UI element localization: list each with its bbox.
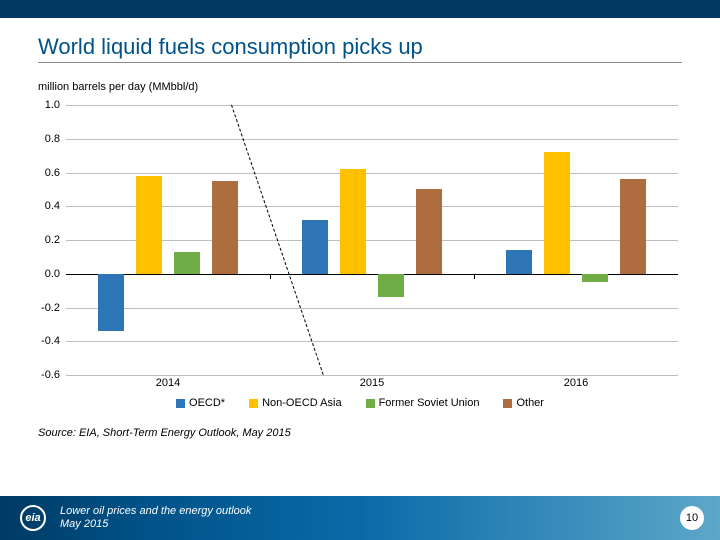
gridline bbox=[66, 105, 678, 106]
bar bbox=[98, 274, 124, 331]
legend: OECD* Non-OECD Asia Former Soviet Union Oth… bbox=[38, 397, 682, 409]
gridline bbox=[66, 308, 678, 309]
bar bbox=[136, 176, 162, 274]
y-tick-label: 1.0 bbox=[45, 99, 60, 111]
footer-line1: Lower oil prices and the energy outlook bbox=[60, 505, 251, 517]
y-tick-label: -0.4 bbox=[41, 335, 60, 347]
legend-item: OECD* bbox=[176, 397, 225, 409]
page-title: World liquid fuels consumption picks up bbox=[38, 34, 682, 60]
bar bbox=[174, 252, 200, 274]
y-tick-label: 0.0 bbox=[45, 268, 60, 280]
legend-item: Other bbox=[503, 397, 544, 409]
legend-label: Other bbox=[516, 397, 544, 409]
legend-label: OECD* bbox=[189, 397, 225, 409]
title-underline bbox=[38, 62, 682, 63]
legend-label: Former Soviet Union bbox=[379, 397, 480, 409]
x-category-label: 2016 bbox=[564, 377, 588, 389]
y-tick-label: 0.4 bbox=[45, 200, 60, 212]
footer-line2: May 2015 bbox=[60, 518, 108, 530]
legend-item: Former Soviet Union bbox=[366, 397, 480, 409]
gridline bbox=[66, 341, 678, 342]
bar bbox=[340, 169, 366, 274]
eia-logo: eia bbox=[20, 505, 46, 531]
plot-area bbox=[66, 105, 678, 375]
bar bbox=[212, 181, 238, 274]
gridline bbox=[66, 139, 678, 140]
bar bbox=[544, 152, 570, 274]
x-category-label: 2015 bbox=[360, 377, 384, 389]
legend-swatch bbox=[249, 399, 258, 408]
bar bbox=[506, 250, 532, 274]
y-tick-label: 0.8 bbox=[45, 133, 60, 145]
y-tick-label: -0.2 bbox=[41, 302, 60, 314]
y-tick-label: 0.6 bbox=[45, 167, 60, 179]
footer-text: Lower oil prices and the energy outlook … bbox=[60, 505, 251, 531]
chart: 1.00.80.60.40.20.0-0.2-0.4-0.6 bbox=[38, 105, 678, 375]
bar bbox=[582, 274, 608, 282]
x-axis-labels: 2014 2015 2016 bbox=[38, 375, 678, 393]
y-axis-subtitle: million barrels per day (MMbbl/d) bbox=[38, 81, 682, 93]
eia-logo-circle: eia bbox=[20, 505, 46, 531]
x-tick bbox=[474, 274, 475, 279]
y-axis-labels: 1.00.80.60.40.20.0-0.2-0.4-0.6 bbox=[26, 105, 60, 375]
x-tick bbox=[270, 274, 271, 279]
page-number: 10 bbox=[680, 506, 704, 530]
bar bbox=[620, 179, 646, 274]
legend-label: Non-OECD Asia bbox=[262, 397, 341, 409]
header-bar bbox=[0, 0, 720, 18]
x-category-label: 2014 bbox=[156, 377, 180, 389]
bar bbox=[378, 274, 404, 298]
gridline bbox=[66, 173, 678, 174]
legend-swatch bbox=[503, 399, 512, 408]
y-tick-label: 0.2 bbox=[45, 234, 60, 246]
legend-swatch bbox=[176, 399, 185, 408]
bar bbox=[416, 189, 442, 273]
source-text: Source: EIA, Short-Term Energy Outlook, … bbox=[38, 427, 682, 439]
footer-bar: eia Lower oil prices and the energy outl… bbox=[0, 496, 720, 540]
legend-swatch bbox=[366, 399, 375, 408]
legend-item: Non-OECD Asia bbox=[249, 397, 341, 409]
slide-content: World liquid fuels consumption picks up … bbox=[0, 18, 720, 439]
bar bbox=[302, 220, 328, 274]
